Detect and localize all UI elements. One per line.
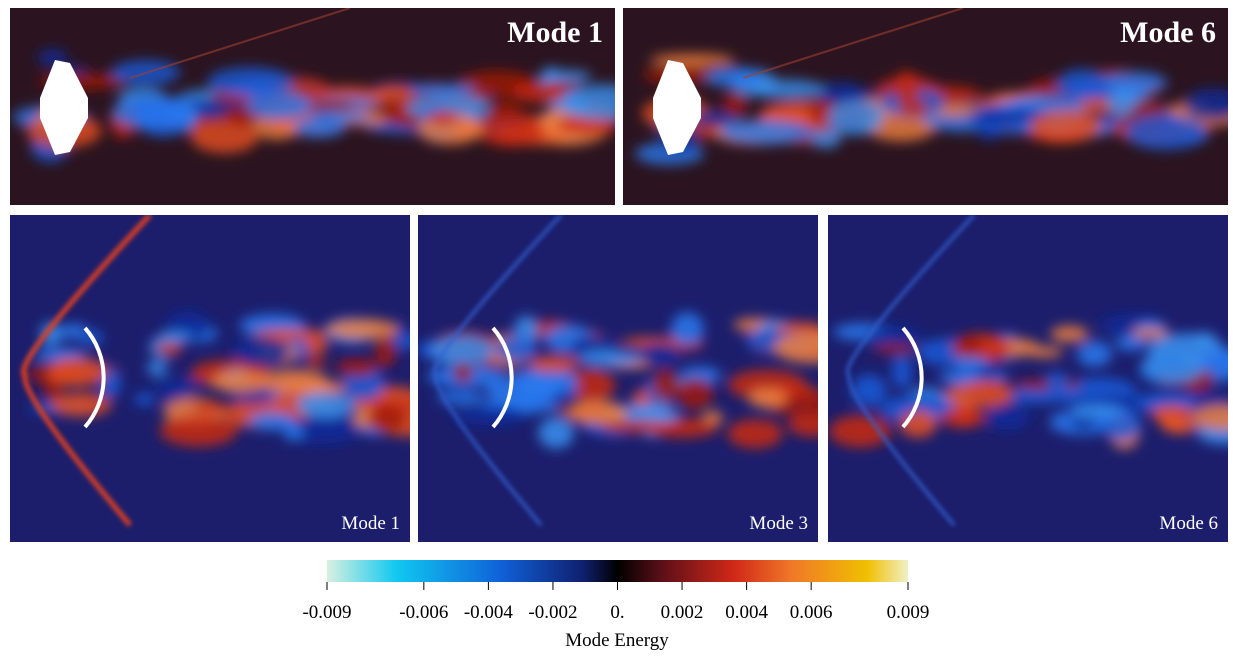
flow-blob xyxy=(1056,69,1108,99)
bottom-panel: Mode 1 xyxy=(10,215,446,542)
flow-blob xyxy=(952,357,989,369)
colorbar xyxy=(327,560,908,582)
mode-label: Mode 1 xyxy=(341,513,400,534)
tick-label: -0.004 xyxy=(464,602,514,623)
bottom-panel: Mode 6 xyxy=(828,215,1233,542)
flow-blob xyxy=(47,357,107,387)
flow-blob xyxy=(652,368,678,399)
flow-blob xyxy=(985,403,1030,430)
flow-blob xyxy=(727,419,783,448)
flow-blob xyxy=(676,378,714,410)
flow-blob xyxy=(810,129,841,148)
flow-blob xyxy=(851,374,886,406)
flow-blob xyxy=(1132,328,1169,338)
flow-blob xyxy=(1077,341,1112,367)
flow-blob xyxy=(373,84,415,101)
flow-blob xyxy=(944,383,1014,408)
flow-blob xyxy=(874,344,916,354)
flow-blob xyxy=(705,67,762,88)
tick-label: -0.002 xyxy=(528,602,577,623)
flow-blob xyxy=(112,97,199,129)
tick-label: 0. xyxy=(610,602,624,623)
bottom-panel: Mode 3 xyxy=(416,215,851,542)
mode-label: Mode 6 xyxy=(1159,513,1218,534)
flow-blob xyxy=(748,388,787,408)
flow-blob xyxy=(1125,114,1207,150)
tick-label: -0.006 xyxy=(399,602,448,623)
flow-blob xyxy=(248,412,295,431)
flow-blob xyxy=(528,356,579,372)
flow-blob xyxy=(207,67,293,96)
flow-blob xyxy=(829,415,892,447)
flow-blob xyxy=(428,111,459,124)
flow-blob xyxy=(336,358,378,377)
colorbar-label: Mode Energy xyxy=(565,630,669,651)
flow-blob xyxy=(1069,405,1125,419)
flow-blob xyxy=(827,100,883,136)
flow-blob xyxy=(940,408,986,428)
mode-label: Mode 6 xyxy=(1120,16,1216,49)
figure: Mode 1Mode 6Mode 1Mode 3Mode 6 -0.009-0.… xyxy=(0,0,1233,658)
flow-blob xyxy=(408,83,476,95)
flow-blob xyxy=(892,355,913,389)
flow-blob xyxy=(1046,372,1068,392)
panels: Mode 1 Mode 6 Mode 1 Mode 3 Mode 6 xyxy=(10,8,1233,542)
flow-blob xyxy=(150,379,204,389)
flow-blob xyxy=(374,336,396,367)
flow-blob xyxy=(453,363,473,382)
tick-label: 0.006 xyxy=(790,602,833,623)
flow-blob xyxy=(650,54,735,67)
flow-blob xyxy=(1115,336,1147,351)
flow-blob xyxy=(578,351,640,367)
flow-blob xyxy=(1050,326,1088,343)
flow-blob xyxy=(774,322,824,333)
flow-blob xyxy=(566,400,628,424)
flow-blob xyxy=(639,342,681,366)
flow-blob xyxy=(293,118,346,138)
flow-blob xyxy=(748,80,825,99)
tick-label: 0.009 xyxy=(887,602,930,623)
top-panel: Mode 6 xyxy=(623,8,1233,205)
top-panel: Mode 1 xyxy=(10,8,649,205)
flow-blob xyxy=(894,71,919,105)
flow-blob xyxy=(1151,405,1194,423)
flow-blob xyxy=(160,415,237,446)
flow-blob xyxy=(157,332,191,343)
flow-blob xyxy=(1141,350,1203,384)
flow-blob xyxy=(954,335,982,357)
flow-blob xyxy=(453,405,527,425)
flow-blob xyxy=(190,120,258,153)
flow-blob xyxy=(723,92,748,117)
flow-blob xyxy=(512,82,566,103)
mode-label: Mode 1 xyxy=(507,16,603,49)
flow-blob xyxy=(326,319,398,340)
flow-blob xyxy=(147,360,167,375)
flow-blob xyxy=(233,336,290,366)
flow-blob xyxy=(296,392,354,419)
flow-blob xyxy=(703,411,724,424)
tick-label: 0.002 xyxy=(661,602,704,623)
flow-blob xyxy=(192,401,228,413)
tick-label: -0.009 xyxy=(302,602,351,623)
flow-blob xyxy=(135,393,155,406)
flow-blob xyxy=(1100,72,1167,94)
flow-blob xyxy=(485,376,559,402)
flow-blob xyxy=(306,357,327,368)
flow-blob xyxy=(223,107,255,126)
flow-blob xyxy=(540,70,592,83)
flow-blob xyxy=(367,406,407,432)
flow-blob xyxy=(1027,347,1063,358)
colorbar-ticks: -0.009 -0.006 -0.004 -0.002 0. 0.002 0.004 0.00… xyxy=(302,582,929,623)
flow-blob xyxy=(210,371,268,393)
tick-label: 0.004 xyxy=(725,602,768,623)
flow-blob xyxy=(1107,89,1136,116)
mode-label: Mode 3 xyxy=(749,513,808,534)
flow-blob xyxy=(488,101,521,121)
flow-blob xyxy=(1030,110,1102,142)
flow-blob xyxy=(719,120,813,145)
flow-blob xyxy=(538,417,574,448)
